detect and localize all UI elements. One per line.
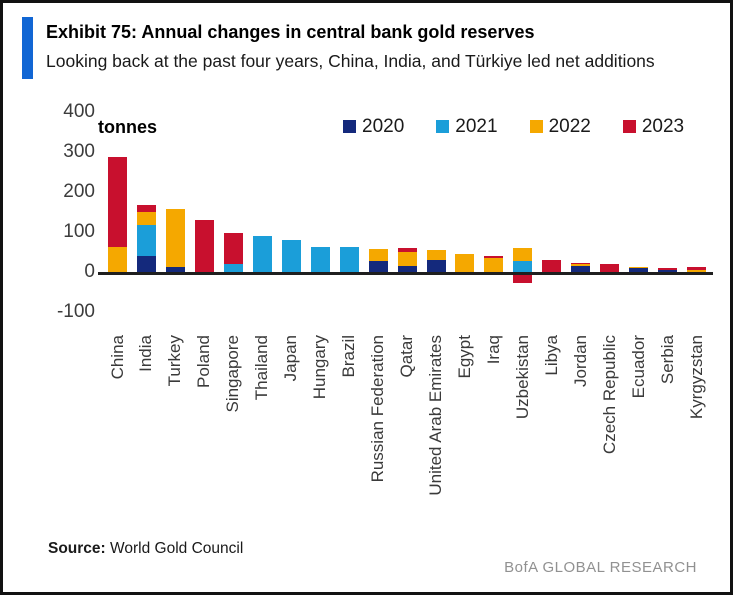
x-axis-label: Kyrgyzstan: [686, 335, 706, 420]
bar-segment-2022: [484, 258, 504, 272]
bar-segment-2022: [687, 270, 706, 272]
bar-segment-2022: [571, 264, 591, 266]
x-axis-label: Hungary: [310, 335, 330, 400]
x-axis-label: India: [136, 335, 156, 372]
x-axis-label: Singapore: [223, 335, 243, 413]
bar-segment-2022: [426, 250, 446, 260]
bar-segment-2022: [165, 208, 185, 267]
x-axis-label: Jordan: [570, 335, 590, 387]
bar-segment-2022: [136, 211, 156, 225]
y-axis-unit-label: tonnes: [98, 117, 158, 137]
bar-segment-2020: [658, 269, 678, 272]
bar-segment-2023: [658, 268, 678, 270]
bar-segment-2023: [571, 262, 591, 265]
x-axis-label: Iraq: [483, 335, 503, 365]
x-axis-label: Japan: [281, 335, 301, 382]
bar-segment-2021: [310, 246, 330, 272]
legend-label: 2023: [641, 116, 685, 137]
bar-segment-2023: [223, 233, 243, 264]
legend-label: 2021: [455, 116, 498, 137]
legend-label: 2020: [362, 116, 405, 137]
legend-item-2022: 2022: [529, 116, 591, 137]
legend-item-2023: 2023: [622, 116, 685, 137]
bar-segment-2022: [513, 248, 533, 261]
bar-segment-2023: [542, 260, 562, 272]
x-axis-label: Czech Republic: [599, 335, 619, 455]
x-axis-label: Qatar: [397, 335, 416, 378]
title-accent-bar: [22, 17, 33, 79]
y-tick-label: 300: [63, 141, 95, 162]
bar-segment-2021: [513, 260, 533, 272]
bar-segment-2023: [194, 220, 214, 272]
bar-segment-2020: [571, 266, 591, 272]
bar-segment-2021: [339, 247, 359, 272]
brand-footer: BofA GLOBAL RESEARCH: [504, 559, 697, 576]
bar-segment-2020: [136, 255, 156, 272]
source-label: Source:: [48, 540, 106, 557]
x-axis-label: Egypt: [454, 335, 474, 379]
bar-segment-2023: [484, 255, 504, 259]
legend-item-2020: 2020: [343, 116, 404, 137]
bar-segment-2021: [281, 239, 301, 272]
bar-segment-2023: [397, 248, 417, 253]
bar-segment-2020: [629, 268, 649, 272]
y-tick-label: -100: [56, 301, 95, 322]
bar-segment-2022: [629, 266, 649, 268]
x-axis-label: Uzbekistan: [512, 335, 532, 420]
y-tick-label: 200: [63, 181, 95, 202]
chart-title: Exhibit 75: Annual changes in central ba…: [46, 22, 535, 42]
x-axis-label: Russian Federation: [368, 335, 387, 483]
legend-swatch-icon: [343, 120, 356, 133]
x-axis-label: Libya: [541, 335, 561, 376]
source-note: Source: World Gold Council: [48, 540, 243, 558]
x-axis-label: Turkey: [165, 335, 185, 387]
bar-segment-2021: [223, 263, 243, 272]
bar-segment-2020: [426, 260, 446, 272]
chart-subtitle: Looking back at the past four years, Chi…: [46, 51, 655, 71]
x-axis-label: Serbia: [657, 335, 677, 385]
legend-swatch-icon: [622, 120, 636, 133]
legend-swatch-icon: [436, 120, 450, 133]
legend-label: 2022: [548, 116, 591, 137]
x-axis-line: [98, 272, 713, 275]
x-axis-label: China: [107, 335, 127, 380]
x-axis-label: Ecuador: [628, 335, 648, 399]
x-axis-label: Thailand: [252, 335, 272, 401]
bar-segment-2020: [368, 261, 388, 272]
bar-segment-2020: [165, 266, 185, 272]
y-tick-label: 0: [84, 261, 95, 282]
y-tick-label: 100: [63, 221, 95, 242]
plot-area: China India Turkey Poland Singapore Thailand J…: [98, 103, 713, 496]
bar-segment-2022: [397, 252, 417, 267]
x-axis-label: Brazil: [339, 335, 359, 378]
legend-swatch-icon: [529, 120, 543, 133]
bar-segment-2023: [136, 205, 156, 212]
x-axis-label: United Arab Emirates: [426, 335, 445, 496]
bar-segment-2022: [108, 247, 127, 272]
bar-segment-2020: [397, 266, 417, 272]
source-text: World Gold Council: [105, 540, 244, 557]
bar-segment-2022: [455, 254, 475, 272]
y-axis: 400 300 200 100 0 -100: [3, 101, 95, 333]
bar-segment-2023: [687, 267, 706, 271]
bar-segment-2023: [108, 157, 127, 248]
bar-segment-2023: [600, 264, 620, 272]
y-tick-label: 400: [63, 101, 95, 122]
x-axis-label: Poland: [194, 335, 214, 388]
legend: 2020 2021 2022 2023: [343, 116, 684, 137]
legend-item-2021: 2021: [436, 116, 498, 137]
bar-segment-2022: [368, 248, 388, 262]
bar-segment-2023: [513, 272, 533, 284]
bar-segment-2021: [136, 224, 156, 256]
bar-segment-2021: [252, 236, 272, 272]
